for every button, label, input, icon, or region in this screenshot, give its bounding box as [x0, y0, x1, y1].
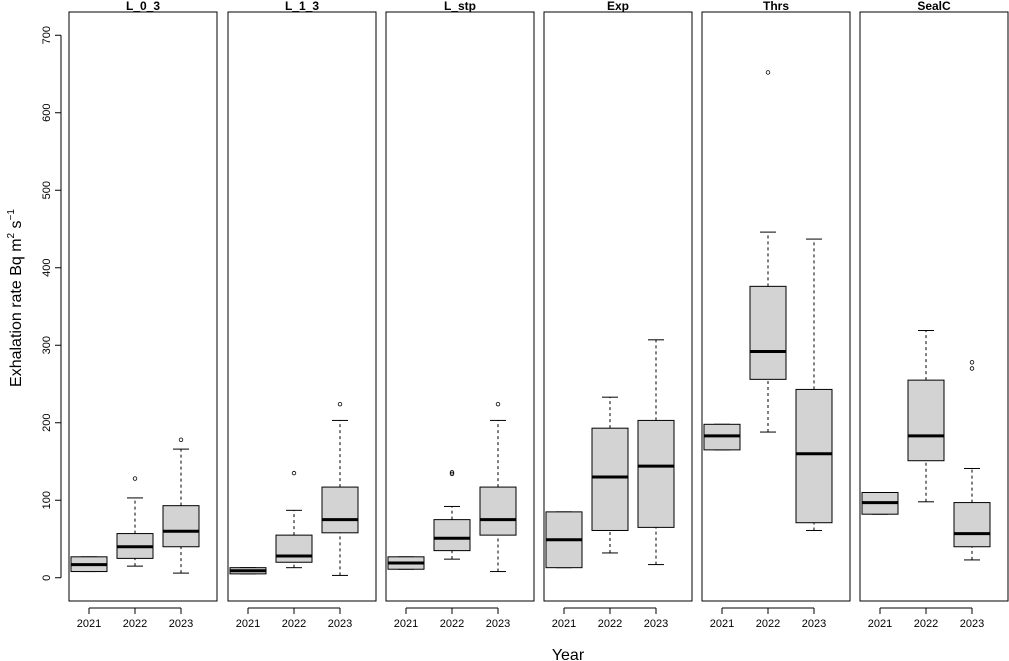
panel-sealc: SealC 2021 2022 2023 — [859, 0, 1009, 630]
x-tick-label: 2021 — [77, 618, 101, 630]
x-tick-label: 2022 — [914, 618, 938, 630]
box-2022: 2022 — [275, 470, 313, 630]
x-tick-label: 2022 — [123, 618, 147, 630]
iqr-box — [162, 505, 200, 548]
x-tick-label: 2023 — [644, 618, 668, 630]
panel-frame — [68, 11, 218, 602]
box-2022: 2022 — [116, 476, 154, 630]
box-2022: 2022 — [591, 396, 629, 630]
panel-title: SealC — [917, 0, 951, 13]
outlier-point — [178, 437, 184, 442]
box-2023: 2023 — [637, 339, 675, 630]
iqr-box — [275, 534, 313, 563]
outlier-point — [337, 401, 343, 407]
panel-frame — [543, 11, 693, 602]
y-axis-title-sup1: 2 — [6, 232, 17, 238]
x-axis-title: Year — [552, 647, 585, 661]
box-2023: 2023 — [321, 401, 359, 630]
y-tick-label: 300 — [41, 336, 53, 354]
y-tick-label: 500 — [41, 181, 53, 199]
box-2023: 2023 — [795, 238, 833, 630]
outlier-point — [969, 360, 975, 365]
y-tick-label: 700 — [41, 26, 53, 44]
box-2022: 2022 — [433, 470, 471, 630]
y-axis: 0 100 200 300 400 500 600 700 — [41, 26, 62, 581]
y-tick-label: 400 — [41, 259, 53, 277]
box-2021: 2021 — [387, 556, 425, 630]
x-tick-label: 2022 — [756, 618, 780, 630]
iqr-box — [749, 285, 787, 380]
y-tick-label: 0 — [41, 575, 53, 581]
iqr-box — [433, 519, 471, 552]
iqr-box — [479, 486, 517, 536]
outlier-point — [449, 470, 455, 475]
iqr-box — [637, 419, 675, 528]
y-axis-title-sup2: −1 — [6, 209, 17, 221]
iqr-box — [795, 388, 833, 524]
y-tick-label: 200 — [41, 414, 53, 432]
panel-title: L_1_3 — [285, 0, 319, 13]
box-2021: 2021 — [545, 511, 583, 630]
box-2021: 2021 — [703, 423, 741, 630]
y-axis-title: Exhalation rate Bq m2 s−1 — [6, 209, 25, 387]
panels: L_0_3 2021 2022 2023 L_1_3 2021 2022 2023 L_stp 2… — [68, 0, 1009, 630]
panel-title: L_stp — [444, 0, 476, 13]
x-tick-label: 2023 — [960, 618, 984, 630]
y-axis-title-main: Exhalation rate Bq m — [8, 238, 25, 387]
outlier-point — [449, 471, 455, 477]
panel-title: Thrs — [763, 0, 789, 13]
box-2023: 2023 — [479, 401, 517, 630]
box-2022: 2022 — [907, 330, 945, 630]
y-tick-label: 100 — [41, 491, 53, 509]
panel-frame — [701, 11, 851, 602]
x-tick-label: 2022 — [598, 618, 622, 630]
outlier-point — [495, 401, 501, 407]
outlier-point — [291, 470, 297, 476]
x-tick-label: 2023 — [328, 618, 352, 630]
x-tick-label: 2022 — [440, 618, 464, 630]
panel-frame — [227, 11, 377, 602]
iqr-box — [321, 486, 359, 534]
iqr-box — [907, 379, 945, 462]
panel-l-stp: L_stp 2021 2022 2023 — [385, 0, 535, 630]
box-2021: 2021 — [861, 492, 899, 630]
x-tick-label: 2021 — [236, 618, 260, 630]
x-tick-label: 2023 — [486, 618, 510, 630]
panel-title: Exp — [607, 0, 629, 13]
panel-frame — [385, 11, 535, 602]
y-tick-label: 600 — [41, 104, 53, 122]
x-tick-label: 2023 — [169, 618, 193, 630]
box-2021: 2021 — [229, 567, 267, 630]
x-tick-label: 2021 — [710, 618, 734, 630]
box-2023: 2023 — [953, 360, 991, 630]
x-tick-label: 2021 — [394, 618, 418, 630]
x-tick-label: 2023 — [802, 618, 826, 630]
box-2021: 2021 — [70, 556, 108, 630]
box-2023: 2023 — [162, 437, 200, 630]
box-2022: 2022 — [749, 70, 787, 630]
outlier-point — [132, 476, 138, 481]
iqr-box — [591, 427, 629, 531]
panel-exp: Exp 2021 2022 2023 — [543, 0, 693, 630]
iqr-box — [953, 502, 991, 548]
panel-l-0-3: L_0_3 2021 2022 2023 — [68, 0, 218, 630]
outlier-point — [969, 366, 975, 371]
x-tick-label: 2022 — [282, 618, 306, 630]
panel-l-1-3: L_1_3 2021 2022 2023 — [227, 0, 377, 630]
y-axis-title-mid: s — [8, 220, 25, 232]
panel-frame — [859, 11, 1009, 602]
panel-title: L_0_3 — [126, 0, 160, 13]
outlier-point — [765, 70, 771, 75]
panel-thrs: Thrs 2021 2022 2023 — [701, 0, 851, 630]
x-tick-label: 2021 — [868, 618, 892, 630]
x-tick-label: 2021 — [552, 618, 576, 630]
